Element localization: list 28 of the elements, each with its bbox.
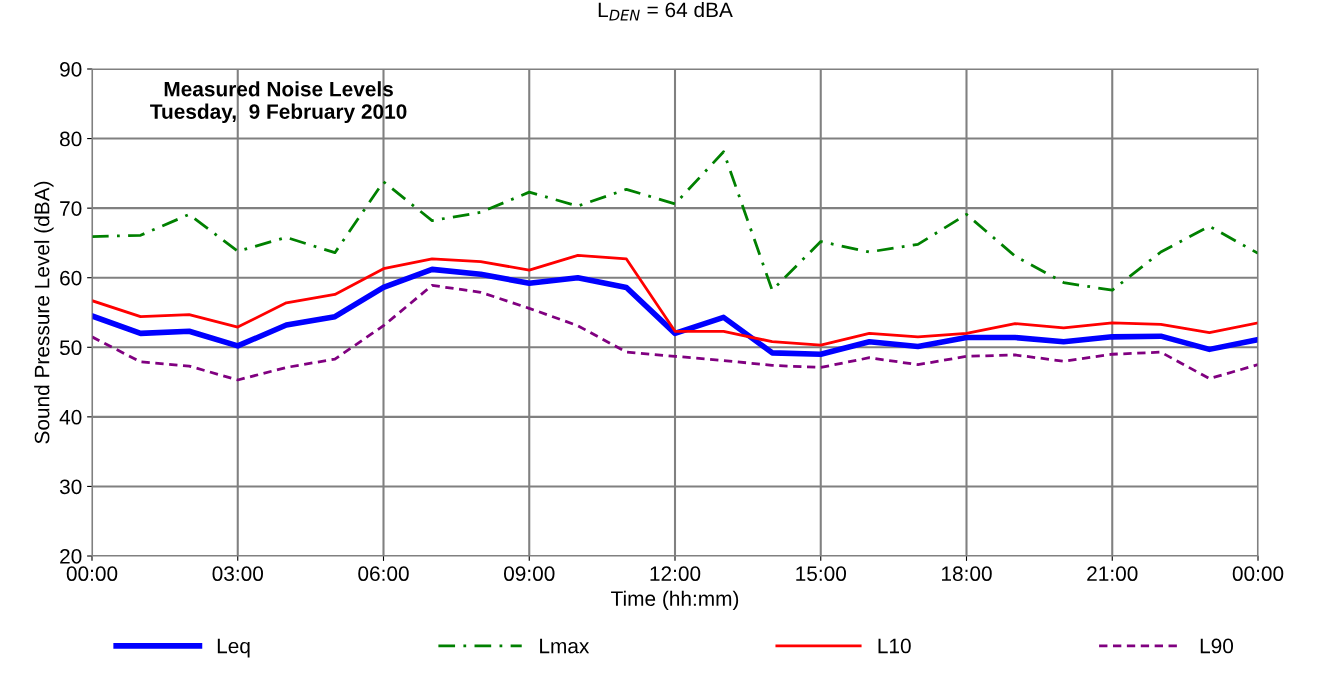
line-series — [92, 254, 1258, 347]
text: Measured Noise Levels Tuesday, 9 February 2010 — [150, 81, 407, 124]
y-tick-label: 80 — [60, 131, 82, 147]
y-tick-label: 90 — [60, 62, 82, 77]
text: L$_{DEN}$ = 64 dBA — [598, 1, 733, 21]
x-tick-label: 15:00 — [796, 566, 846, 582]
x-tick-label: 09:00 — [504, 566, 555, 582]
x-axis-title: Time (hh:mm) — [611, 590, 739, 611]
x-tick-label: 00:00 — [66, 566, 118, 582]
y-tick-label: 40 — [59, 409, 82, 425]
y-tick-label: 50 — [59, 340, 82, 356]
legend-label: L90 — [1200, 638, 1234, 654]
x-tick-label: 06:00 — [358, 566, 409, 582]
legend-label: Lmax — [540, 638, 590, 654]
y-tick-label: 60 — [60, 270, 82, 286]
line-series — [92, 150, 1258, 292]
x-tick-label: 03:00 — [212, 566, 263, 582]
x-tick-label: 12:00 — [650, 566, 701, 582]
y-tick-label: 70 — [60, 201, 82, 216]
x-tick-label: 00:00 — [1232, 566, 1284, 582]
line-series — [92, 283, 1258, 382]
legend-label: L10 — [878, 638, 911, 654]
x-tick-label: 18:00 — [942, 566, 992, 582]
legend-label: Leq — [217, 638, 250, 658]
y-tick-label: 30 — [59, 479, 82, 495]
y-tick-label: 20 — [60, 549, 82, 564]
y-axis-title: Sound Pressure Level (dBA) — [34, 181, 54, 444]
x-tick-label: 21:00 — [1087, 566, 1138, 582]
